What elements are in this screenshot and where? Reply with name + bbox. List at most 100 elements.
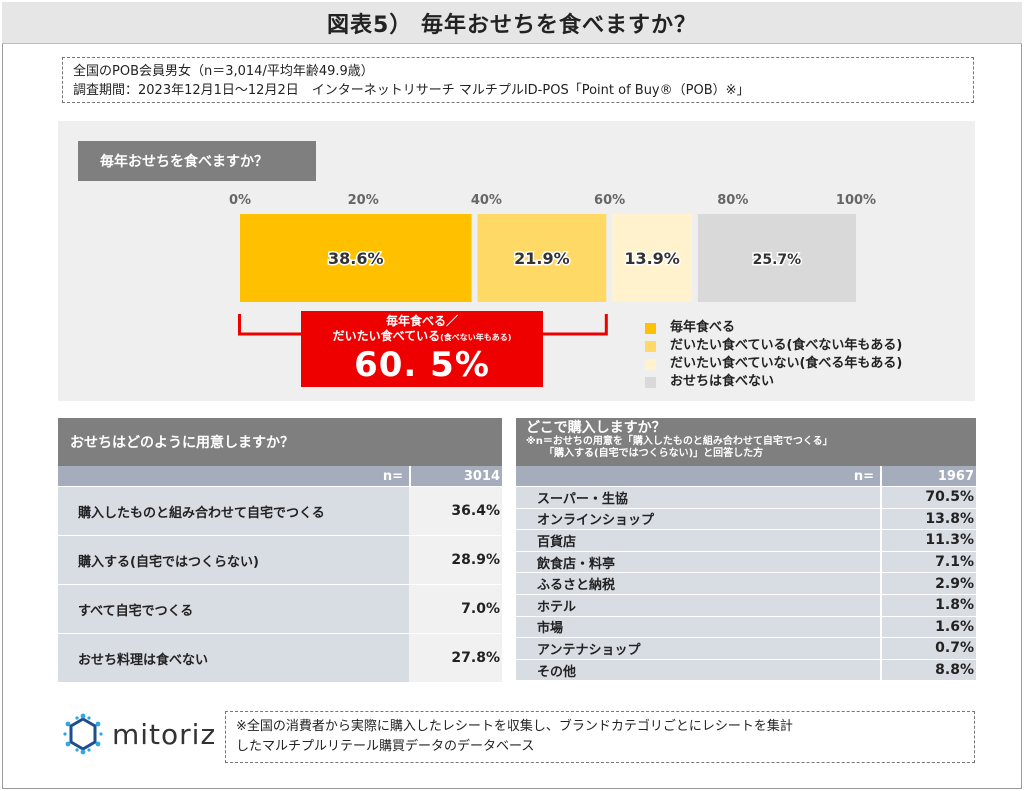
bar-data-label: 13.9% <box>624 249 680 268</box>
axis-tick-label: 20% <box>348 193 379 208</box>
axis-tick-label: 60% <box>594 193 625 208</box>
table-row: 飲食店・料亭 7.1% <box>516 550 976 573</box>
table-row: 購入する(自宅ではつくらない) 28.9% <box>58 535 502 584</box>
purchase-place-table-header: どこで購入しますか？ ※n＝おせちの用意を「購入したものと組み合わせて自宅でつく… <box>516 418 976 466</box>
axis-tick-label: 0% <box>229 193 251 208</box>
row-label: オンラインショップ <box>516 508 880 530</box>
row-value: 11.3% <box>880 530 976 551</box>
bar-data-label: 25.7% <box>753 252 802 268</box>
legend-swatch <box>645 340 656 352</box>
bar-segment <box>612 214 692 302</box>
row-label: 購入する(自宅ではつくらない) <box>58 536 409 584</box>
row-label: 購入したものと組み合わせて自宅でつくる <box>58 487 409 535</box>
page-title: 図表5） 毎年おせちを食べますか？ <box>327 12 697 38</box>
footnote-line2: したマルチプルリテール購買データのデータベース <box>236 739 535 754</box>
row-value: 13.8% <box>880 508 976 530</box>
row-value: 28.9% <box>409 536 502 584</box>
legend-item: 毎年食べる <box>645 319 902 337</box>
mitoriz-logo: mitoriz <box>62 713 216 755</box>
chart-title: 毎年おせちを食べますか？ <box>78 141 316 181</box>
row-label: ふるさと納税 <box>516 573 880 594</box>
axis-tick-label: 40% <box>471 193 502 208</box>
bar-segment <box>477 214 607 302</box>
callout-line2-small: (食べない年もある) <box>440 333 512 342</box>
table-row: すべて自宅でつくる 7.0% <box>58 584 502 633</box>
table-row: 百貨店 11.3% <box>516 529 976 551</box>
row-value: 7.0% <box>409 585 502 633</box>
row-value: 8.8% <box>880 659 976 681</box>
row-label: すべて自宅でつくる <box>58 585 409 633</box>
bar-segment <box>697 214 856 302</box>
legend-label: おせちは食べない <box>670 374 775 389</box>
purchase-place-note2: 「購入する(自宅ではつくらない)」と回答した方 <box>544 448 764 459</box>
legend-item: だいたい食べている(食べない年もある) <box>645 337 902 355</box>
footnote-line1: ※全国の消費者から実際に購入したレシートを収集し、ブランドカテゴリごとにレシート… <box>236 719 793 734</box>
purchase-place-n-row: n= 1967 <box>516 466 976 486</box>
row-label: ホテル <box>516 594 880 616</box>
table-row: その他 8.8% <box>516 658 976 681</box>
bar-segment <box>240 214 472 302</box>
stacked-bar-chart: 0% 20% 40% 60% 80% 100% 38.6% 21.9% 13.9% 25.7% <box>229 193 876 336</box>
row-label: アンテナショップ <box>516 638 880 659</box>
legend-item: だいたい食べていない(食べる年もある) <box>645 355 902 373</box>
row-value: 27.8% <box>409 634 502 682</box>
preparation-table-n-row: n= 3014 <box>58 466 502 486</box>
legend-label: だいたい食べている(食べない年もある) <box>670 338 903 353</box>
survey-info-line2: 調査期間：2023年12月1日～12月2日 インターネットリサーチ マルチプルI… <box>73 83 750 98</box>
table-row: スーパー・生協 70.5% <box>516 486 976 508</box>
legend-swatch <box>645 358 656 370</box>
mitoriz-logo-icon <box>63 713 103 755</box>
row-label: スーパー・生協 <box>516 487 880 508</box>
logo-wordmark: mitoriz <box>112 717 217 751</box>
preparation-table-body: 購入したものと組み合わせて自宅でつくる 36.4% 購入する(自宅ではつくらない)… <box>58 486 502 682</box>
callout-line1: 毎年食べる／ <box>385 314 458 328</box>
n-value: 3014 <box>409 466 502 486</box>
row-label: 市場 <box>516 616 880 638</box>
legend-swatch <box>645 322 656 334</box>
legend-item: おせちは食べない <box>645 373 902 391</box>
row-label: 飲食店・料亭 <box>516 551 880 573</box>
row-value: 0.7% <box>880 638 976 659</box>
table-row: ホテル 1.8% <box>516 593 976 616</box>
axis-tick-label: 100% <box>836 193 876 208</box>
row-label: おせち料理は食べない <box>58 634 409 682</box>
row-label: その他 <box>516 659 880 681</box>
callout-line2: だいたい食べている(食べない年もある) <box>301 329 543 345</box>
axis-tick-label: 80% <box>717 193 748 208</box>
n-value: 1967 <box>880 466 976 486</box>
survey-info-line1: 全国のPOB会員男女（n＝3,014/平均年齢49.9歳） <box>73 64 374 79</box>
row-value: 70.5% <box>880 487 976 508</box>
preparation-table-header: おせちはどのように用意しますか？ <box>58 418 502 466</box>
title-bar: 図表5） 毎年おせちを食べますか？ <box>2 2 1022 44</box>
legend-swatch <box>645 376 656 388</box>
purchase-place-title: どこで購入しますか？ <box>526 420 666 436</box>
row-value: 1.8% <box>880 594 976 616</box>
callout-value: 60. 5% <box>354 345 490 385</box>
row-value: 36.4% <box>409 487 502 535</box>
survey-info-box: 全国のPOB会員男女（n＝3,014/平均年齢49.9歳） 調査期間：2023年… <box>62 57 974 103</box>
callout-line2-main: だいたい食べている <box>332 329 441 343</box>
purchase-place-note1: ※n＝おせちの用意を「購入したものと組み合わせて自宅でつくる」 <box>526 436 833 447</box>
table-row: おせち料理は食べない 27.8% <box>58 633 502 682</box>
combined-callout: 毎年食べる／ だいたい食べている(食べない年もある) 60. 5% <box>301 311 543 387</box>
purchase-place-table: どこで購入しますか？ ※n＝おせちの用意を「購入したものと組み合わせて自宅でつく… <box>516 418 976 681</box>
row-label: 百貨店 <box>516 530 880 551</box>
preparation-table: おせちはどのように用意しますか？ n= 3014 購入したものと組み合わせて自宅… <box>58 418 502 682</box>
footnote: ※全国の消費者から実際に購入したレシートを収集し、ブランドカテゴリごとにレシート… <box>225 711 975 763</box>
table-row: ふるさと納税 2.9% <box>516 572 976 594</box>
table-row: アンテナショップ 0.7% <box>516 637 976 659</box>
chart-panel: 0% 20% 40% 60% 80% 100% 38.6% 21.9% 13.9% 25.7% 毎… <box>58 121 975 401</box>
bar-data-label: 21.9% <box>514 249 570 268</box>
n-label: n= <box>58 466 409 486</box>
row-value: 1.6% <box>880 616 976 638</box>
purchase-place-table-body: スーパー・生協 70.5% オンラインショップ 13.8% 百貨店 11.3% 飲食店… <box>516 486 976 681</box>
table-row: オンラインショップ 13.8% <box>516 507 976 530</box>
row-value: 2.9% <box>880 573 976 594</box>
legend-label: 毎年食べる <box>670 320 736 335</box>
chart-legend: 毎年食べる だいたい食べている(食べない年もある) だいたい食べていない(食べる… <box>645 319 902 391</box>
bar-data-label: 38.6% <box>328 249 384 268</box>
legend-label: だいたい食べていない(食べる年もある) <box>670 356 903 371</box>
n-label: n= <box>516 466 880 486</box>
row-value: 7.1% <box>880 551 976 573</box>
table-row: 市場 1.6% <box>516 615 976 638</box>
